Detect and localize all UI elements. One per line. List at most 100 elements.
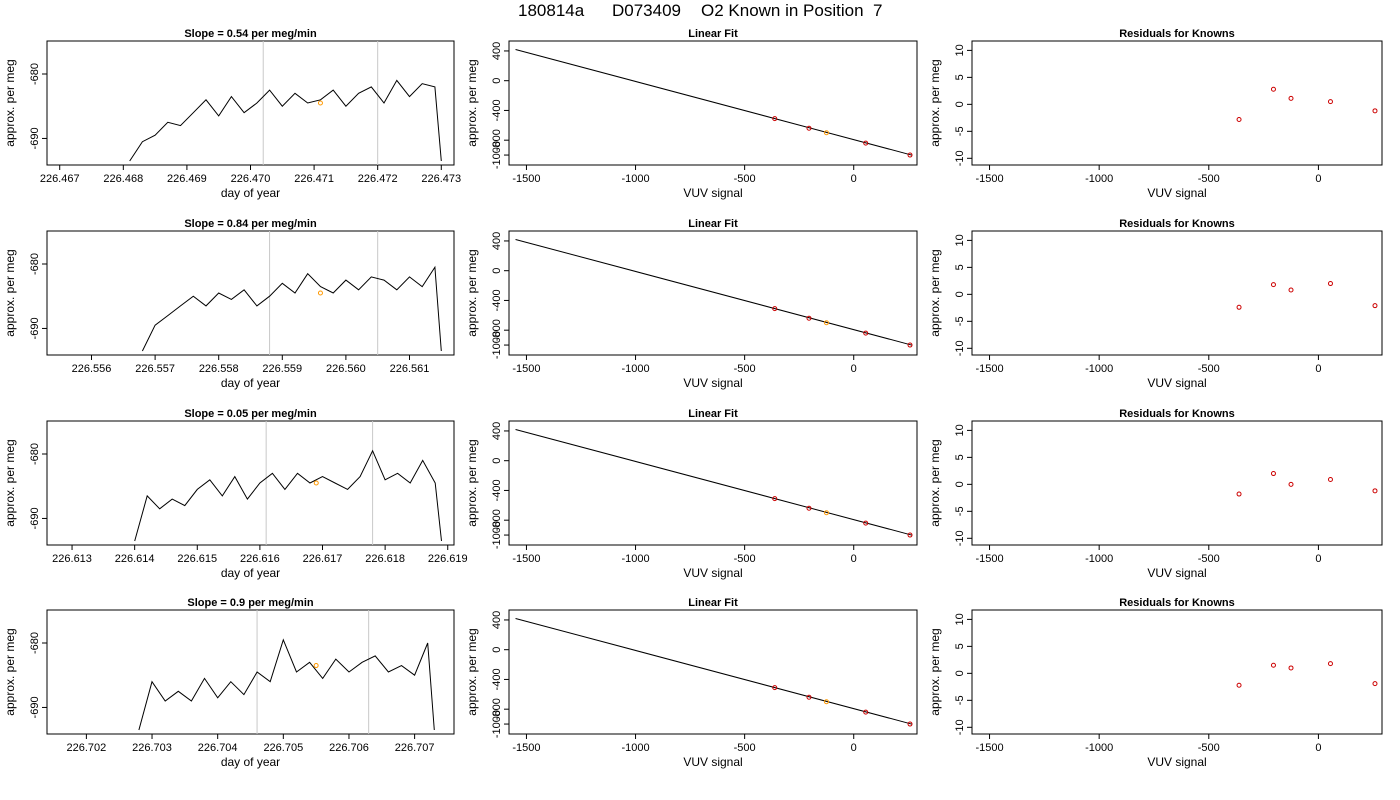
x-tick-label: 226.614 xyxy=(115,553,155,565)
figure-row: Slope = 0.05 per meg/min day of year appro… xyxy=(3,408,1383,580)
residual-point xyxy=(1288,95,1294,101)
x-tick-label: 226.470 xyxy=(231,173,271,185)
y-axis-label: approx. per meg xyxy=(928,628,942,715)
x-tick-label: -1500 xyxy=(975,173,1003,185)
x-tick-label: 226.556 xyxy=(72,363,112,375)
known-standard-point xyxy=(907,721,913,727)
x-tick-label: 0 xyxy=(1315,553,1321,565)
known-standard-point xyxy=(863,709,869,715)
time-series-panel: Slope = 0.05 per meg/min day of year appro… xyxy=(3,408,468,580)
plot-frame xyxy=(508,609,918,735)
fit-line xyxy=(515,617,912,725)
y-tick-label: -10 xyxy=(954,530,966,546)
residual-point xyxy=(1327,476,1333,482)
panel-title: Residuals for Knowns xyxy=(1119,408,1235,420)
y-tick-label: 10 xyxy=(954,613,966,625)
known-standard-point xyxy=(772,685,778,691)
y-tick-label: -400 xyxy=(491,668,503,690)
x-tick-label: -1500 xyxy=(512,363,540,375)
position-label: O2 Known in Position 7 xyxy=(701,1,883,20)
panel-title: Slope = 0.54 per meg/min xyxy=(184,28,317,40)
sample-point xyxy=(823,130,829,136)
y-tick-label: 0 xyxy=(491,268,503,274)
linear-fit-panel: Linear Fit VUV signal approx. per meg -1500… xyxy=(465,408,918,580)
residual-point xyxy=(1372,488,1378,494)
x-tick-label: -1000 xyxy=(621,553,649,565)
x-tick-label: 226.471 xyxy=(294,173,334,185)
x-tick-label: 226.557 xyxy=(135,363,175,375)
y-tick-label: 400 xyxy=(491,611,503,629)
panel-title: Linear Fit xyxy=(688,597,738,609)
x-axis-label: day of year xyxy=(221,376,280,390)
y-tick-label: -800 xyxy=(491,319,503,341)
signal-trace xyxy=(138,638,435,731)
y-axis-label: approx. per meg xyxy=(3,628,17,715)
y-axis-label: approx. per meg xyxy=(465,59,479,146)
x-tick-label: -1500 xyxy=(975,363,1003,375)
known-standard-point xyxy=(772,496,778,502)
y-tick-label: -5 xyxy=(954,506,966,516)
y-tick-label: -5 xyxy=(954,126,966,136)
y-axis-label: approx. per meg xyxy=(465,628,479,715)
residual-point xyxy=(1236,682,1242,688)
linear-fit-panel: Linear Fit VUV signal approx. per meg -1500… xyxy=(465,28,918,200)
x-tick-label: 226.613 xyxy=(52,553,92,565)
plot-frame xyxy=(46,420,455,546)
residual-point xyxy=(1236,491,1242,497)
y-tick-label: -1000 xyxy=(491,331,503,359)
residual-point xyxy=(1270,471,1276,477)
y-tick-label: -400 xyxy=(491,289,503,311)
x-axis-label: VUV signal xyxy=(683,186,742,200)
x-axis-label: day of year xyxy=(221,566,280,580)
y-axis-label: approx. per meg xyxy=(3,249,17,336)
y-tick-label: -10 xyxy=(954,150,966,166)
x-axis-label: VUV signal xyxy=(683,376,742,390)
time-series-panel: Slope = 0.9 per meg/min day of year approx… xyxy=(3,597,455,769)
known-standard-point xyxy=(863,140,869,146)
x-tick-label: -1000 xyxy=(1085,173,1113,185)
plot-frame xyxy=(508,40,918,166)
plot-frame xyxy=(508,420,918,546)
x-tick-label: 226.616 xyxy=(240,553,280,565)
y-tick-label: -690 xyxy=(29,696,41,718)
residuals-panel: Residuals for Knowns VUV signal approx. pe… xyxy=(928,218,1383,390)
panel-title: Linear Fit xyxy=(688,28,738,40)
linear-fit-panel: Linear Fit VUV signal approx. per meg -1500… xyxy=(465,218,918,390)
signal-trace xyxy=(141,265,442,352)
y-axis-label: approx. per meg xyxy=(465,249,479,336)
sample-id: D073409 xyxy=(612,1,682,20)
sample-point xyxy=(823,320,829,326)
y-tick-label: -400 xyxy=(491,479,503,501)
y-tick-label: -680 xyxy=(29,253,41,275)
y-tick-label: -10 xyxy=(954,340,966,356)
y-tick-label: 400 xyxy=(491,232,503,250)
y-tick-label: -800 xyxy=(491,509,503,531)
known-standard-point xyxy=(772,116,778,122)
x-tick-label: -1500 xyxy=(512,742,540,754)
x-axis-label: VUV signal xyxy=(1147,755,1206,769)
panel-title: Slope = 0.84 per meg/min xyxy=(184,218,317,230)
x-tick-label: -500 xyxy=(734,553,756,565)
residual-point xyxy=(1288,481,1294,487)
x-tick-label: -1000 xyxy=(1085,363,1113,375)
y-tick-label: 400 xyxy=(491,422,503,440)
known-standard-point xyxy=(907,532,913,538)
x-tick-label: -500 xyxy=(1198,173,1220,185)
residual-point xyxy=(1372,108,1378,114)
panel-title: Residuals for Knowns xyxy=(1119,597,1235,609)
x-tick-label: 226.559 xyxy=(262,363,302,375)
y-tick-label: 0 xyxy=(954,481,966,487)
residual-point xyxy=(1236,304,1242,310)
x-tick-label: 226.468 xyxy=(103,173,143,185)
x-tick-label: 226.702 xyxy=(67,742,107,754)
plot-frame xyxy=(971,40,1383,166)
y-axis-label: approx. per meg xyxy=(465,439,479,526)
x-tick-label: 226.469 xyxy=(167,173,207,185)
x-tick-label: 0 xyxy=(851,553,857,565)
sample-point xyxy=(823,699,829,705)
plot-frame xyxy=(46,40,455,166)
x-tick-label: 226.706 xyxy=(329,742,369,754)
x-tick-label: 226.619 xyxy=(428,553,468,565)
sample-mean-point xyxy=(317,290,323,296)
